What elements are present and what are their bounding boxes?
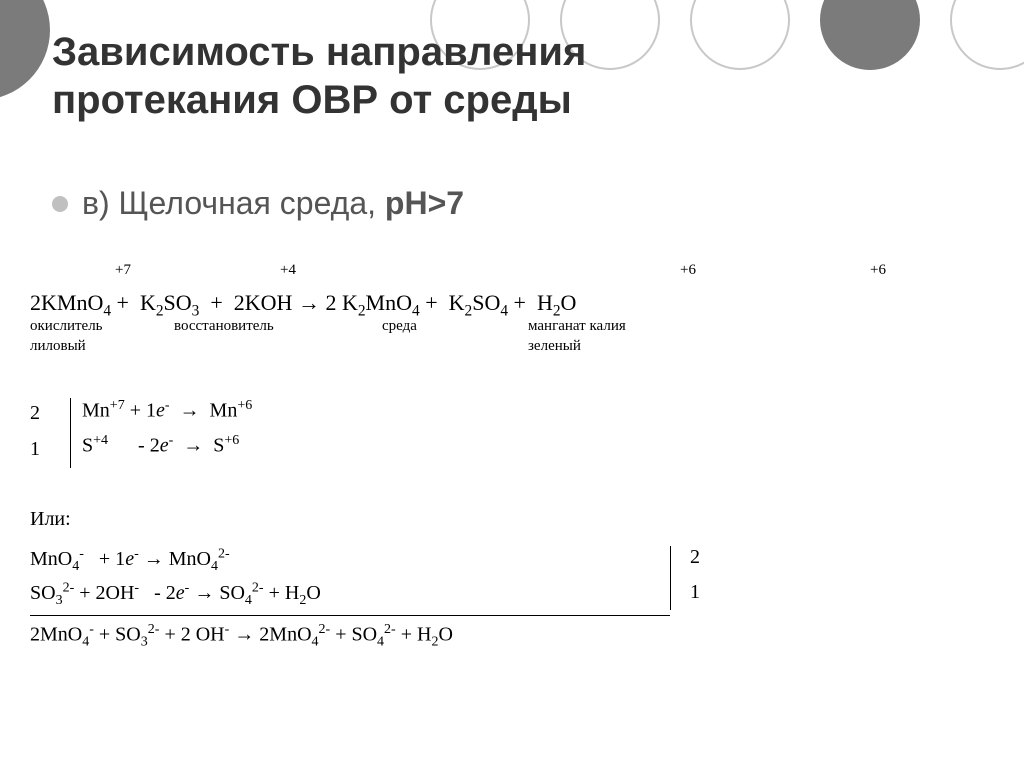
main-equation: 2KMnO4 + K2SO3 + 2KOH → 2 K2MnO4 + K2SO4… <box>30 290 576 320</box>
ion-sum: 2MnO4- + SO32- + 2 OH- → 2MnO42- + SO42-… <box>30 622 730 651</box>
ion-block: MnO4- + 1e- → MnO42- 2 SO32- + 2OH- - 2e… <box>30 546 730 657</box>
half-coef-1: 2 <box>30 402 58 425</box>
role-label: зеленый <box>528 338 581 355</box>
slide-title: Зависимость направления протекания ОВР о… <box>52 28 586 124</box>
ion-row-1: MnO4- + 1e- → MnO42- 2 <box>30 546 730 575</box>
role-label: манганат калия <box>528 318 626 335</box>
ion-mult-2: 1 <box>690 581 700 604</box>
circle-icon <box>690 0 790 70</box>
role-label: среда <box>382 318 417 335</box>
ion-mult-1: 2 <box>690 546 700 569</box>
role-label: окислитель <box>30 318 103 335</box>
ion-row-2: SO32- + 2OH- - 2e- → SO42- + H2O 1 <box>30 581 730 610</box>
title-line-2: протекания ОВР от среды <box>52 78 572 122</box>
oxidation-state: +7 <box>115 262 131 279</box>
bullet-icon <box>52 196 68 212</box>
oxidation-state: +6 <box>680 262 696 279</box>
half-row-2: S+4 - 2e- → S+6 <box>82 433 252 458</box>
oxidation-state: +6 <box>870 262 886 279</box>
half-reactions: 2 1 Mn+7 + 1e- → Mn+6 S+4 - 2e- → S+6 <box>30 398 252 468</box>
subtitle-prefix: в) Щелочная среда, <box>82 185 385 221</box>
subtitle-row: в) Щелочная среда, рН>7 <box>52 185 464 222</box>
subtitle-text: в) Щелочная среда, рН>7 <box>82 185 464 222</box>
ion-hline <box>30 615 670 616</box>
half-coef-2: 1 <box>30 438 58 461</box>
title-line-1: Зависимость направления <box>52 30 586 74</box>
or-label: Или: <box>30 508 71 531</box>
role-label: лиловый <box>30 338 86 355</box>
circle-icon <box>820 0 920 70</box>
ion-eq-1: MnO4- + 1e- → MnO42- <box>30 548 230 570</box>
circle-icon <box>0 0 50 100</box>
oxidation-state: +4 <box>280 262 296 279</box>
subtitle-ph: рН>7 <box>385 185 464 221</box>
half-row-1: Mn+7 + 1e- → Mn+6 <box>82 398 252 423</box>
role-label: восстановитель <box>174 318 274 335</box>
ion-eq-2: SO32- + 2OH- - 2e- → SO42- + H2O <box>30 582 321 604</box>
half-divider <box>70 398 71 468</box>
circle-icon <box>950 0 1024 70</box>
